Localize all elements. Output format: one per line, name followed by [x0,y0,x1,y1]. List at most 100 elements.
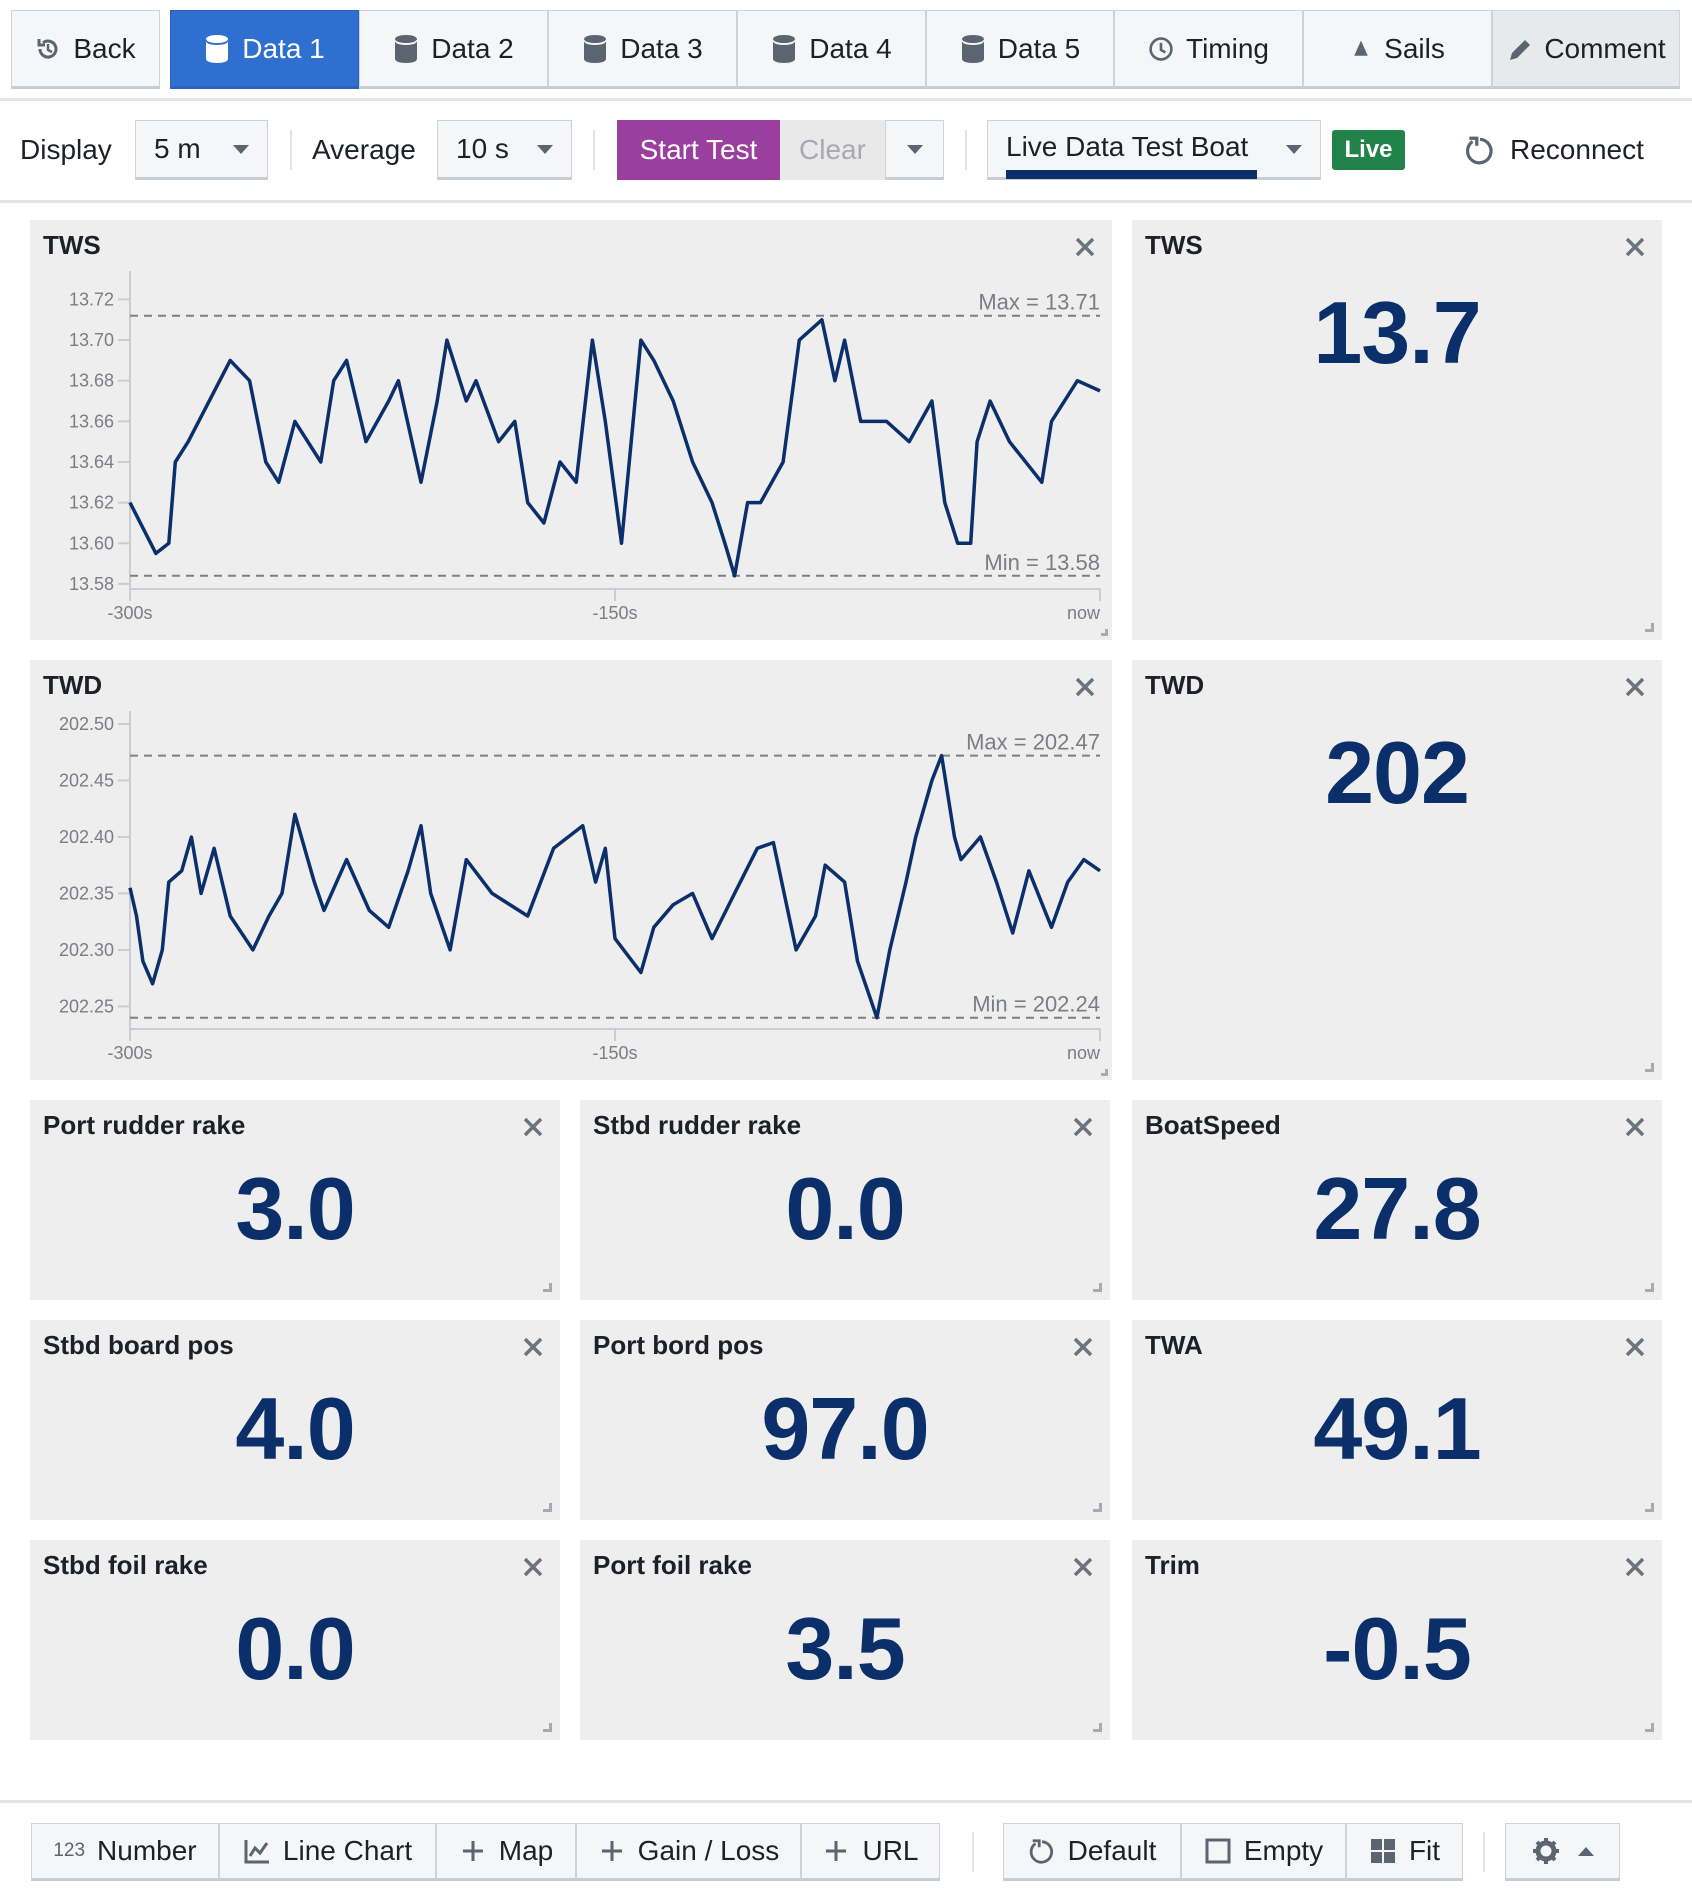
x-tick-label: -150s [592,603,637,623]
button-label: Fit [1408,1835,1441,1866]
min-label: Min = 13.58 [984,550,1100,575]
close-icon[interactable] [520,1554,546,1580]
tws-chart-panel: TWS 13.58 13.60 13.62 13.64 13.66 13.68 13.70 1… [30,220,1112,640]
close-icon[interactable] [520,1334,546,1360]
add-map-button[interactable]: Map [436,1823,576,1881]
panel-title: Stbd board pos [43,1330,234,1360]
plus-icon [826,1841,847,1861]
resize-handle[interactable] [1645,1063,1654,1072]
close-icon[interactable] [1622,1334,1648,1360]
default-layout-button[interactable]: Default [1003,1823,1181,1881]
resize-handle[interactable] [1645,1283,1654,1292]
resize-handle[interactable] [1645,623,1654,632]
close-icon[interactable] [520,1114,546,1140]
button-label: Number [97,1835,197,1866]
tab-label: Data 4 [809,32,892,64]
close-icon[interactable] [1622,1114,1648,1140]
tab-data-3[interactable]: Data 3 [548,10,737,89]
plus-icon [601,1841,622,1861]
number-panel: Stbd foil rake 0.0 [30,1540,560,1740]
panel-value: 4.0 [235,1379,355,1478]
resize-handle[interactable] [1645,1503,1654,1512]
close-icon[interactable] [1622,1554,1648,1580]
panel-title: Trim [1145,1550,1200,1580]
tab-label: Data 3 [620,32,703,64]
reconnect-button[interactable]: Reconnect [1464,125,1644,175]
panel-value: -0.5 [1323,1599,1472,1698]
test-options-dropdown[interactable] [885,120,944,180]
number-panel: Port rudder rake 3.0 [30,1100,560,1300]
reset-icon [1029,1839,1053,1864]
resize-handle[interactable] [1101,1069,1108,1076]
resize-handle[interactable] [543,1283,552,1292]
close-icon[interactable] [1070,1554,1096,1580]
database-icon [961,34,984,63]
y-tick-label: 13.66 [69,411,114,431]
tab-back[interactable]: Back [11,10,160,89]
settings-menu-button[interactable] [1505,1823,1620,1881]
tab-label: Sails [1384,32,1445,64]
resize-handle[interactable] [543,1503,552,1512]
average-label: Average [312,134,416,165]
boat-value: Live Data Test Boat [1006,131,1249,162]
tab-data-1[interactable]: Data 1 [170,10,359,89]
panel-title: Port bord pos [593,1330,764,1360]
y-tick-label: 13.72 [69,289,114,309]
resize-handle[interactable] [1093,1503,1102,1512]
database-icon [395,34,418,63]
panel-title: TWS [43,230,101,260]
resize-handle[interactable] [1101,629,1108,636]
x-tick-label: -150s [592,1043,637,1063]
panel-value: 49.1 [1313,1379,1481,1478]
close-icon[interactable] [1072,674,1098,700]
database-icon [773,34,796,63]
tab-data-2[interactable]: Data 2 [359,10,548,89]
resize-handle[interactable] [1645,1723,1654,1732]
tws-line-chart: 13.58 13.60 13.62 13.64 13.66 13.68 13.70 13.72… [69,271,1101,623]
tab-label: Data 5 [997,32,1081,64]
back-icon [37,38,58,58]
add-number-button[interactable]: 123 Number [31,1823,219,1881]
database-icon [206,34,229,63]
tab-label: Back [73,32,136,64]
panel-value: 0.0 [785,1159,905,1258]
empty-layout-button[interactable]: Empty [1181,1823,1346,1881]
tab-comment[interactable]: Comment [1492,10,1680,89]
add-url-button[interactable]: URL [801,1823,940,1881]
close-icon[interactable] [1070,1114,1096,1140]
tab-sails[interactable]: Sails [1303,10,1492,89]
panel-title: TWA [1145,1330,1203,1360]
average-select[interactable]: 10 s [437,120,572,180]
y-tick-label: 202.50 [59,714,114,734]
panel-title: BoatSpeed [1145,1110,1281,1140]
number-panel: Port foil rake 3.5 [580,1540,1110,1740]
tab-label: Data 2 [431,32,514,64]
panel-title: TWS [1145,230,1203,260]
panel-value: 202 [1325,723,1470,822]
start-test-button[interactable]: Start Test [617,120,780,180]
close-icon[interactable] [1622,234,1648,260]
close-icon[interactable] [1622,674,1648,700]
tab-timing[interactable]: Timing [1114,10,1303,89]
caret-down-icon [233,144,249,154]
resize-handle[interactable] [1093,1283,1102,1292]
close-icon[interactable] [1072,234,1098,260]
y-tick-label: 13.68 [69,371,114,391]
tab-data-5[interactable]: Data 5 [926,10,1114,89]
pencil-icon [1510,39,1531,60]
resize-handle[interactable] [1093,1723,1102,1732]
resize-handle[interactable] [543,1723,552,1732]
y-tick-label: 13.62 [69,493,114,513]
clear-button[interactable]: Clear [780,120,885,180]
add-line-chart-button[interactable]: Line Chart [219,1823,436,1881]
caret-down-icon [1286,145,1302,154]
button-label: URL [862,1835,919,1866]
panel-title: Stbd foil rake [43,1550,208,1580]
display-select[interactable]: 5 m [135,120,268,180]
add-gain-loss-button[interactable]: Gain / Loss [576,1823,801,1881]
caret-down-icon [906,144,923,154]
fit-layout-button[interactable]: Fit [1346,1823,1463,1881]
tab-data-4[interactable]: Data 4 [737,10,926,89]
close-icon[interactable] [1070,1334,1096,1360]
database-icon [584,34,607,63]
